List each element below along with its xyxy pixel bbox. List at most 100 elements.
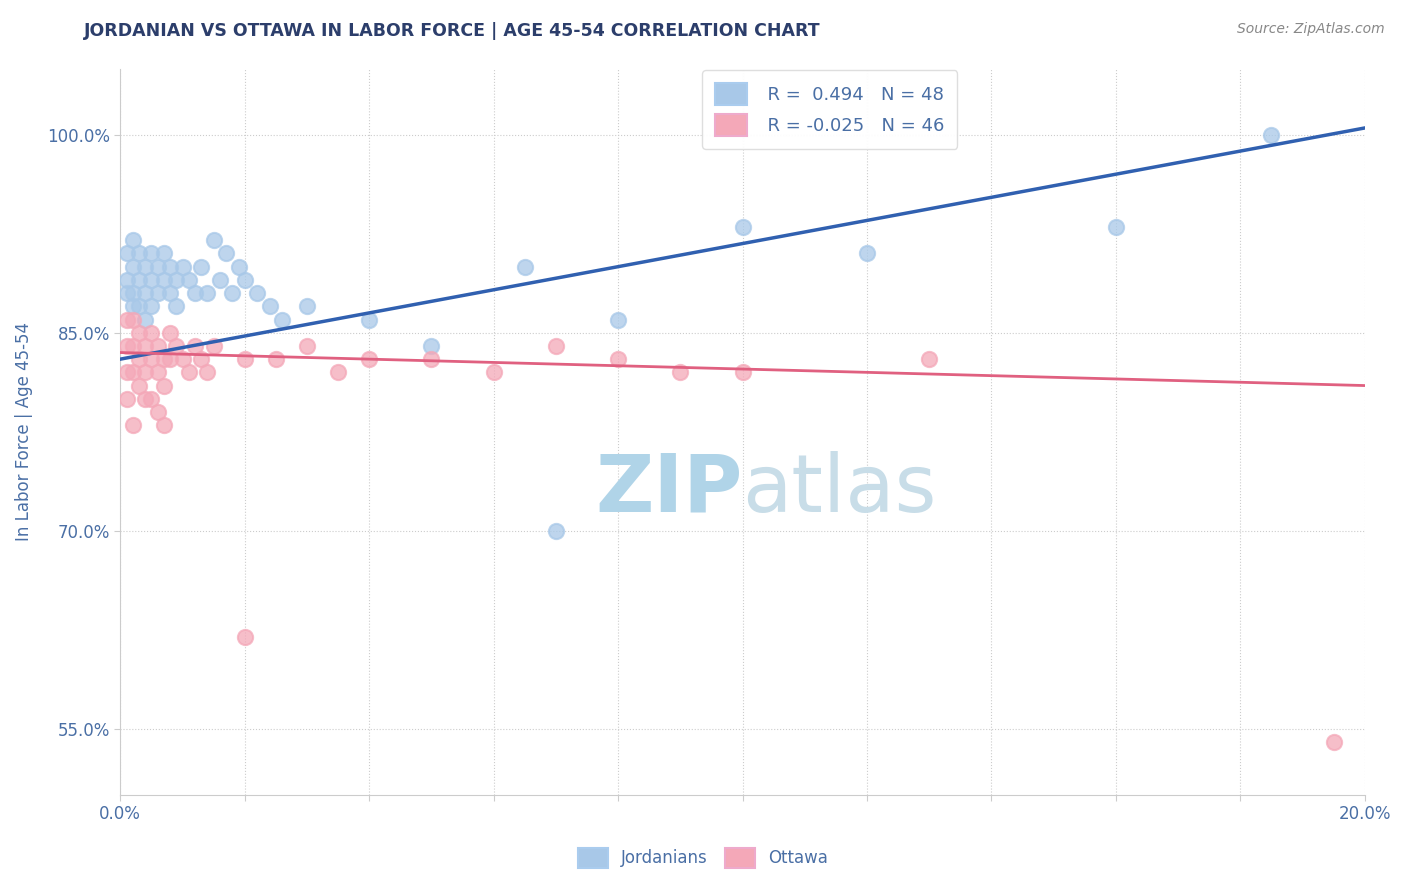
Point	[128, 299, 150, 313]
Point	[202, 233, 225, 247]
Point	[177, 365, 200, 379]
Point	[141, 299, 163, 313]
Point	[146, 260, 169, 274]
Point	[128, 273, 150, 287]
Point	[165, 273, 187, 287]
Point	[918, 352, 941, 367]
Point	[153, 418, 176, 433]
Point	[197, 286, 219, 301]
Point	[295, 299, 318, 313]
Point	[115, 312, 138, 326]
Point	[128, 352, 150, 367]
Point	[128, 326, 150, 340]
Point	[121, 365, 143, 379]
Point	[544, 524, 567, 538]
Point	[731, 220, 754, 235]
Point	[197, 365, 219, 379]
Point	[228, 260, 250, 274]
Point	[121, 312, 143, 326]
Point	[115, 392, 138, 406]
Point	[184, 339, 207, 353]
Point	[513, 260, 536, 274]
Point	[177, 273, 200, 287]
Point	[115, 339, 138, 353]
Point	[159, 286, 181, 301]
Point	[115, 286, 138, 301]
Point	[607, 312, 630, 326]
Point	[121, 260, 143, 274]
Text: atlas: atlas	[742, 451, 936, 529]
Point	[271, 312, 294, 326]
Point	[420, 352, 443, 367]
Point	[134, 339, 156, 353]
Point	[731, 365, 754, 379]
Point	[669, 365, 692, 379]
Point	[115, 246, 138, 260]
Point	[121, 418, 143, 433]
Point	[221, 286, 243, 301]
Point	[1260, 128, 1282, 142]
Point	[208, 273, 231, 287]
Point	[141, 326, 163, 340]
Point	[359, 312, 381, 326]
Point	[1105, 220, 1128, 235]
Point	[233, 630, 256, 644]
Point	[295, 339, 318, 353]
Legend: Jordanians, Ottawa: Jordanians, Ottawa	[571, 841, 835, 875]
Point	[115, 273, 138, 287]
Point	[165, 299, 187, 313]
Point	[1323, 735, 1346, 749]
Point	[172, 260, 194, 274]
Point	[115, 365, 138, 379]
Point	[246, 286, 269, 301]
Point	[121, 299, 143, 313]
Point	[121, 286, 143, 301]
Point	[326, 365, 349, 379]
Text: ZIP: ZIP	[595, 451, 742, 529]
Point	[146, 286, 169, 301]
Text: Source: ZipAtlas.com: Source: ZipAtlas.com	[1237, 22, 1385, 37]
Point	[184, 286, 207, 301]
Point	[159, 352, 181, 367]
Point	[134, 286, 156, 301]
Point	[141, 246, 163, 260]
Point	[259, 299, 281, 313]
Point	[121, 233, 143, 247]
Point	[482, 365, 505, 379]
Point	[233, 273, 256, 287]
Point	[420, 339, 443, 353]
Point	[153, 246, 176, 260]
Point	[190, 352, 212, 367]
Point	[607, 352, 630, 367]
Point	[141, 273, 163, 287]
Point	[190, 260, 212, 274]
Legend:   R =  0.494   N = 48,   R = -0.025   N = 46: R = 0.494 N = 48, R = -0.025 N = 46	[702, 70, 957, 149]
Point	[141, 352, 163, 367]
Point	[134, 260, 156, 274]
Point	[172, 352, 194, 367]
Point	[153, 273, 176, 287]
Point	[159, 260, 181, 274]
Point	[153, 352, 176, 367]
Point	[146, 365, 169, 379]
Point	[134, 312, 156, 326]
Y-axis label: In Labor Force | Age 45-54: In Labor Force | Age 45-54	[15, 322, 32, 541]
Point	[165, 339, 187, 353]
Point	[202, 339, 225, 353]
Point	[128, 246, 150, 260]
Point	[264, 352, 287, 367]
Point	[159, 326, 181, 340]
Text: JORDANIAN VS OTTAWA IN LABOR FORCE | AGE 45-54 CORRELATION CHART: JORDANIAN VS OTTAWA IN LABOR FORCE | AGE…	[84, 22, 821, 40]
Point	[121, 339, 143, 353]
Point	[359, 352, 381, 367]
Point	[544, 339, 567, 353]
Point	[146, 405, 169, 419]
Point	[134, 392, 156, 406]
Point	[215, 246, 238, 260]
Point	[856, 246, 879, 260]
Point	[128, 378, 150, 392]
Point	[146, 339, 169, 353]
Point	[153, 378, 176, 392]
Point	[141, 392, 163, 406]
Point	[134, 365, 156, 379]
